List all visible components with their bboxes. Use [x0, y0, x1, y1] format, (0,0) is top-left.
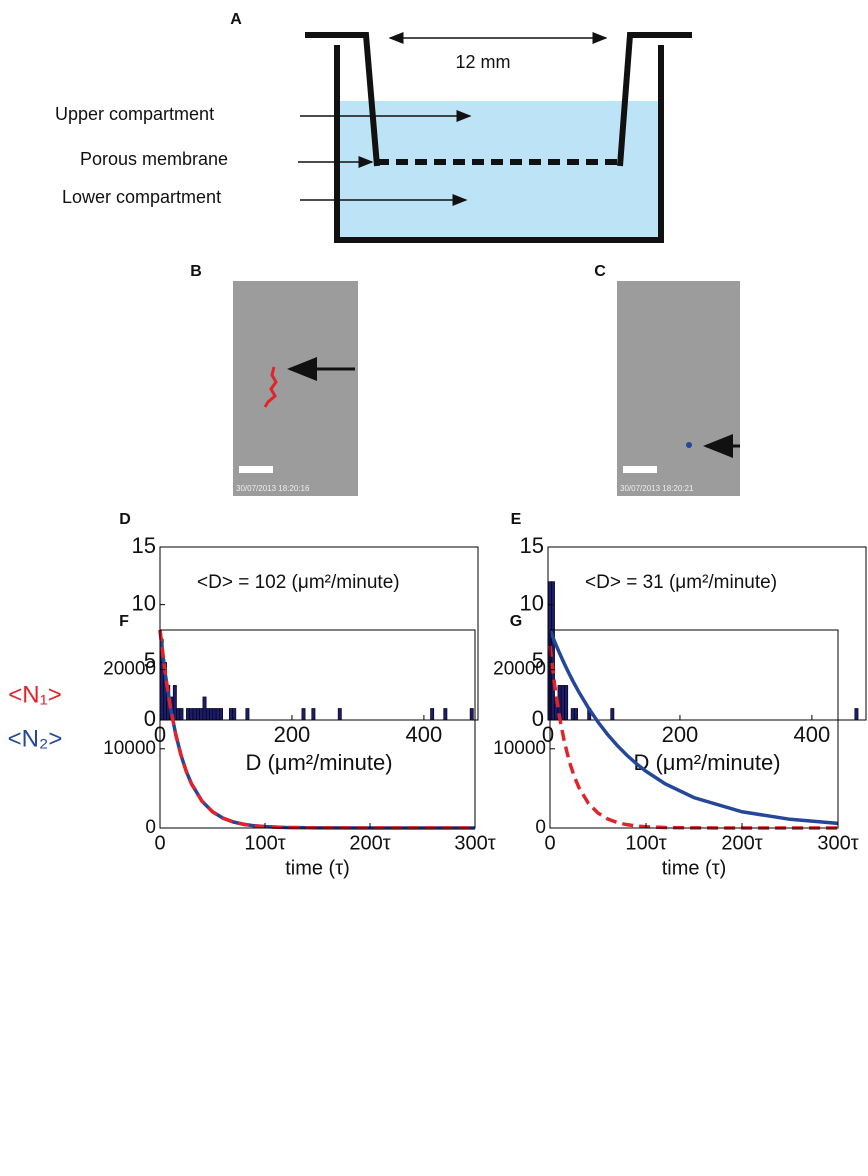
bar: [564, 685, 569, 721]
panel-label: E: [511, 511, 522, 528]
x-tick-label: 0: [154, 832, 165, 854]
x-tick-label: 0: [542, 722, 554, 747]
panel-label: G: [510, 613, 522, 630]
medium: [338, 101, 659, 238]
y-tick-label: 20000: [103, 659, 156, 680]
bar: [337, 708, 342, 721]
bar: [192, 708, 197, 721]
bar: [195, 708, 200, 721]
y-tick-label: 15: [132, 533, 156, 558]
y-tick-label: 15: [520, 533, 544, 558]
bar: [430, 708, 435, 721]
bar: [189, 708, 194, 721]
y-tick-label: 0: [535, 817, 546, 838]
x-axis-label: D (μm²/minute): [633, 750, 780, 775]
bar: [469, 708, 474, 721]
bar: [205, 708, 210, 721]
y-tick-label: 0: [145, 817, 156, 838]
compartment-label: Upper compartment: [55, 104, 214, 124]
cell-track: [263, 366, 278, 408]
bar: [245, 708, 250, 721]
insert-right: [617, 32, 692, 167]
x-tick-label: 300τ: [454, 832, 495, 854]
annotation: <D> = 102 (μm²/minute): [197, 572, 400, 593]
bar: [176, 708, 181, 721]
bar: [186, 708, 190, 721]
y-tick-label: 10: [132, 590, 156, 615]
panel-label: B: [190, 263, 202, 280]
bar: [570, 708, 575, 721]
bar: [610, 708, 615, 721]
timestamp: 30/07/2013 18:20:21: [620, 484, 694, 493]
y-tick-label: 5: [532, 648, 544, 673]
x-axis-label: time (τ): [285, 857, 350, 879]
axes-box: [159, 629, 476, 829]
bar: [215, 708, 220, 721]
y-tick-label: 10000: [493, 738, 546, 759]
x-tick-label: 400: [406, 722, 443, 747]
annotation: <D> = 31 (μm²/minute): [585, 572, 777, 593]
scale-bar: [239, 466, 273, 473]
legend-label: <N₂>: [8, 725, 63, 752]
bar: [311, 708, 316, 721]
panel-label: D: [119, 511, 131, 528]
x-tick-label: 0: [544, 832, 555, 854]
x-tick-label: 200τ: [349, 832, 390, 854]
panel-label: C: [594, 263, 606, 280]
x-tick-label: 200: [662, 722, 699, 747]
panel-label: A: [230, 11, 242, 28]
axes-box: [549, 629, 839, 829]
x-axis-label: D (μm²/minute): [245, 750, 392, 775]
y-tick-label: 10: [520, 590, 544, 615]
bar: [219, 708, 223, 721]
x-tick-label: 100τ: [625, 832, 666, 854]
x-axis-label: time (τ): [662, 857, 727, 879]
bar: [574, 708, 578, 721]
bar: [172, 685, 177, 721]
bar: [232, 708, 237, 721]
x-tick-label: 100τ: [244, 832, 285, 854]
panel-label: F: [119, 613, 129, 630]
compartment-label: Porous membrane: [80, 149, 228, 169]
scale-bar: [623, 466, 657, 473]
well: [334, 45, 664, 243]
width-label: 12 mm: [455, 52, 510, 72]
micrograph: [233, 281, 358, 496]
bar: [301, 708, 306, 721]
cell-track: [686, 442, 692, 448]
micrograph: [617, 281, 740, 496]
y-tick-label: 5: [144, 648, 156, 673]
bar: [202, 696, 207, 721]
x-tick-label: 200τ: [721, 832, 762, 854]
x-tick-label: 400: [794, 722, 831, 747]
bar: [854, 708, 859, 721]
bar: [209, 708, 214, 721]
timestamp: 30/07/2013 18:20:16: [236, 484, 310, 493]
y-tick-label: 20000: [493, 659, 546, 680]
x-tick-label: 300τ: [817, 832, 858, 854]
series-line: [158, 629, 475, 830]
bar: [179, 708, 184, 721]
legend-label: <N₁>: [8, 681, 61, 708]
y-tick-label: 0: [144, 706, 156, 731]
bar: [560, 685, 565, 721]
x-tick-label: 200: [274, 722, 311, 747]
bar: [443, 708, 448, 721]
insert-left: [305, 32, 380, 167]
axes-box: [547, 546, 867, 721]
bar: [199, 708, 204, 721]
compartment-label: Lower compartment: [62, 187, 221, 207]
bar: [228, 708, 233, 721]
bar: [212, 708, 217, 721]
series-line: [548, 629, 839, 826]
y-tick-label: 10000: [103, 738, 156, 759]
y-tick-label: 0: [532, 706, 544, 731]
